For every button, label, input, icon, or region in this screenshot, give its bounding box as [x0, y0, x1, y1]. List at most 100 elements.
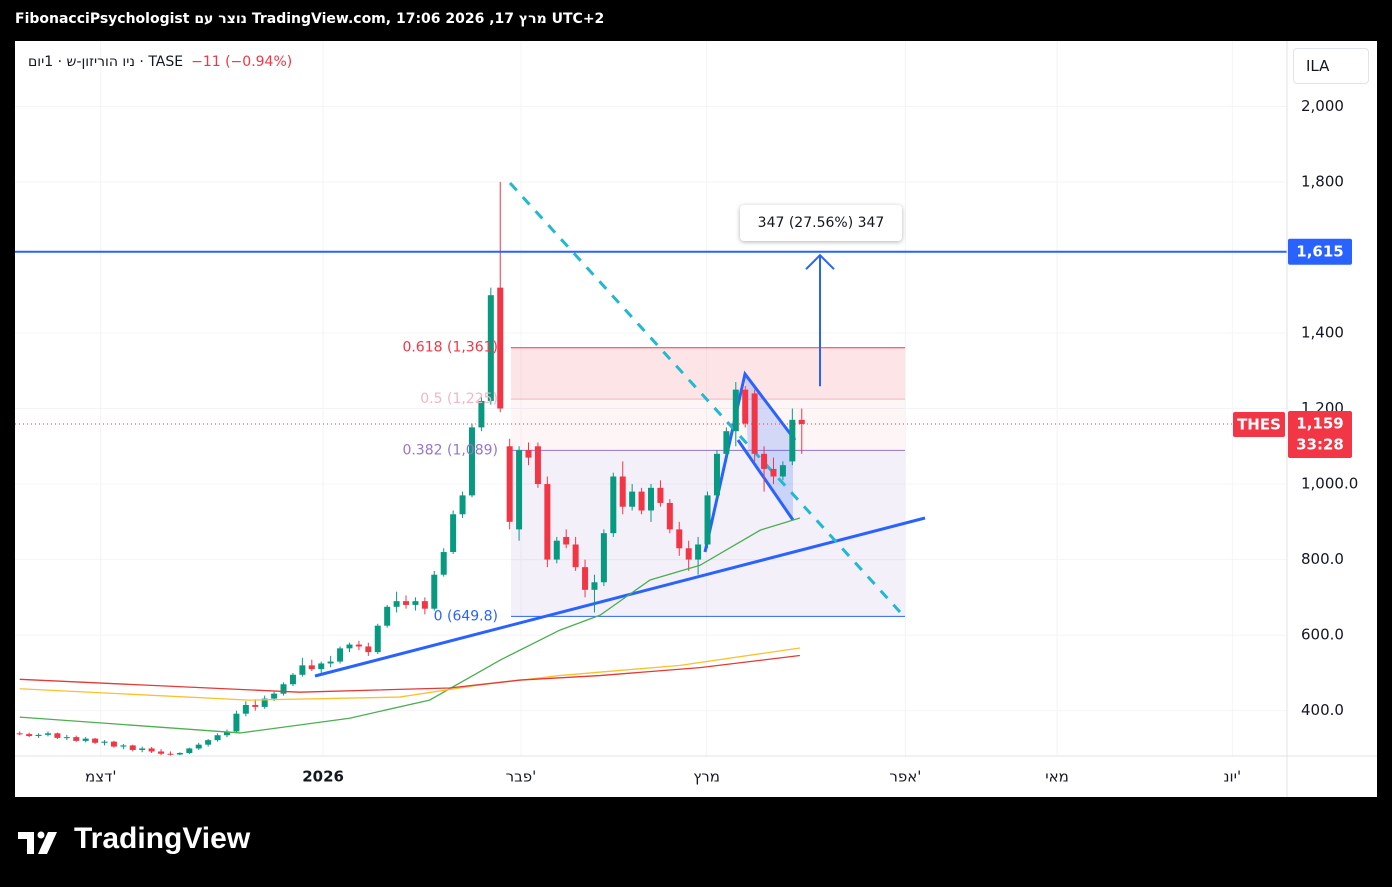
x-tick-label: מאי [1045, 768, 1069, 786]
candle-body [572, 544, 579, 568]
candle-body [431, 574, 438, 609]
candle-body [770, 468, 777, 477]
candle-body [158, 751, 165, 754]
candle-body [591, 582, 598, 590]
y-tick-label: 800.0 [1301, 550, 1344, 568]
candle-body [337, 648, 344, 662]
candle-body [393, 601, 400, 607]
candle-body [167, 753, 174, 755]
candle-body [242, 705, 249, 714]
candle-body [186, 748, 193, 753]
y-tick-label: 400.0 [1301, 701, 1344, 719]
candle-body [497, 287, 504, 409]
candle-body [704, 495, 711, 545]
last-price-badge [1288, 410, 1352, 458]
candle-body [582, 567, 589, 590]
legend: ניו הוריזון-ש · 1יום · TASE −11 (−0.94%) [28, 54, 292, 70]
candle-body [327, 661, 334, 664]
candle-body [619, 476, 626, 507]
candle-body [629, 491, 636, 507]
x-tick-label: פבר' [506, 768, 537, 786]
candle-body [318, 663, 325, 670]
measure-label: 347 (27.56%) 347 [740, 205, 902, 241]
header: FibonacciPsychologist נוצר עם TradingVie… [15, 11, 605, 27]
candle-body [120, 745, 127, 747]
moving-average [19, 654, 800, 693]
x-tick-label: דצמ' [85, 768, 116, 786]
symbol-badge-label: THES [1237, 415, 1281, 433]
candle-body [544, 484, 551, 560]
candle-body [798, 419, 805, 424]
candle-body [516, 450, 523, 530]
candle-body [742, 389, 749, 424]
candle-body [666, 502, 673, 530]
candle-body [610, 476, 617, 534]
candle-body [205, 740, 212, 745]
moving-average [19, 517, 801, 734]
candle-body [421, 601, 428, 609]
candle-body [101, 741, 108, 743]
candle-body [506, 446, 513, 522]
candle-body [261, 698, 268, 707]
x-tick-label: יונ' [1224, 768, 1242, 786]
candle-body [478, 400, 485, 428]
candle-body [73, 737, 80, 741]
fib-label: 0.382 (1,089) [402, 442, 498, 458]
candle-body [761, 453, 768, 469]
candle-body [751, 393, 758, 454]
candle-body [563, 536, 570, 545]
candle-body [403, 601, 410, 605]
candle-body [723, 431, 730, 454]
pattern-line [736, 439, 795, 521]
fib-label: 0.5 (1,225) [420, 391, 498, 407]
candle-body [525, 450, 532, 458]
candle-body [638, 491, 645, 511]
currency-button[interactable]: ILA [1293, 48, 1369, 84]
y-tick-label: 1,400 [1301, 323, 1344, 341]
candle-body [450, 514, 457, 553]
candle-body [26, 734, 33, 736]
change: −11 (−0.94%) [191, 54, 293, 70]
candle-body [35, 734, 42, 736]
x-tick-label: 2026 [302, 768, 344, 786]
candle-body [657, 487, 664, 503]
candle-body [789, 419, 796, 462]
candle-body [16, 733, 23, 735]
candle-body [779, 465, 786, 477]
candle-body [600, 533, 607, 583]
price-badge-label: 1,615 [1296, 242, 1343, 260]
symbol-badge [1233, 411, 1285, 437]
candle-body [732, 389, 739, 432]
candle-body [82, 738, 89, 741]
candle-body [92, 738, 99, 743]
countdown-label: 33:28 [1296, 435, 1344, 453]
candle-body [468, 427, 475, 496]
candle-body [487, 295, 494, 401]
candle-body [271, 693, 278, 699]
candle-body [129, 745, 136, 750]
y-tick-label: 600.0 [1301, 626, 1344, 644]
candle-body [648, 487, 654, 511]
trendline [314, 516, 926, 678]
logo: TradingView [74, 822, 251, 855]
candle-body [374, 625, 381, 653]
y-tick-label: 2,000 [1301, 97, 1344, 115]
candle-body [252, 705, 259, 707]
candle-body [233, 713, 240, 732]
candle-body [695, 544, 702, 560]
candle-body [308, 665, 315, 670]
candle-body [195, 744, 202, 749]
candle-body [148, 748, 155, 752]
logo-icon [18, 831, 57, 854]
candle-body [54, 733, 61, 738]
arrow-head [805, 253, 835, 270]
x-tick-label: אפר' [889, 768, 921, 786]
candle-body [63, 737, 70, 739]
fib-zone [511, 347, 905, 400]
candle-body [676, 529, 683, 549]
candle-body [346, 644, 353, 649]
dashed-trendline [508, 181, 902, 614]
candle-body [365, 646, 372, 653]
